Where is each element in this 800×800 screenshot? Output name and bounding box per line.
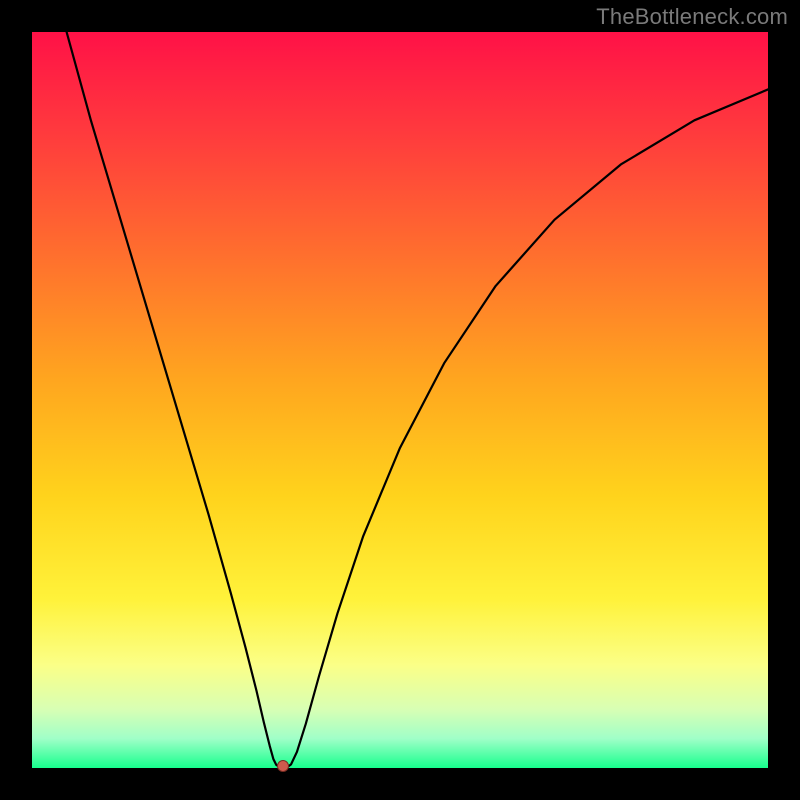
optimum-marker (277, 760, 289, 772)
plot-area (32, 32, 768, 768)
curve-svg (32, 32, 768, 768)
chart-container: { "watermark": { "text": "TheBottleneck.… (0, 0, 800, 800)
watermark-text: TheBottleneck.com (596, 4, 788, 30)
bottleneck-curve (67, 32, 768, 767)
